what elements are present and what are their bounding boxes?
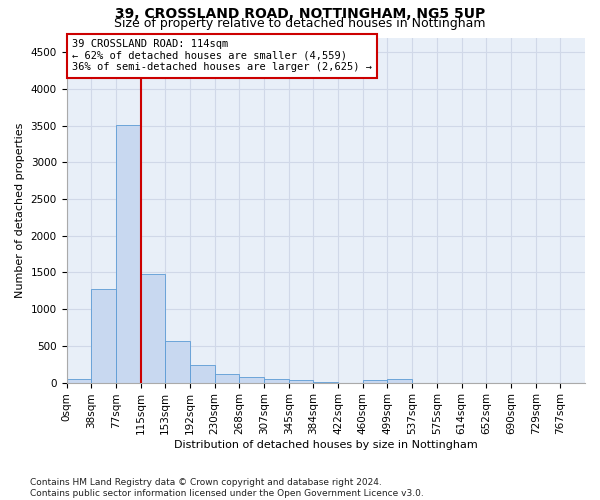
Bar [239, 376, 264, 382]
Text: 39, CROSSLAND ROAD, NOTTINGHAM, NG5 5UP: 39, CROSSLAND ROAD, NOTTINGHAM, NG5 5UP [115, 8, 485, 22]
Bar [264, 378, 289, 382]
Y-axis label: Number of detached properties: Number of detached properties [15, 122, 25, 298]
Bar [190, 365, 215, 382]
Bar [67, 379, 91, 382]
Bar [116, 125, 140, 382]
Bar [363, 380, 388, 382]
Bar [165, 340, 190, 382]
X-axis label: Distribution of detached houses by size in Nottingham: Distribution of detached houses by size … [174, 440, 478, 450]
Bar [140, 274, 165, 382]
Text: Contains HM Land Registry data © Crown copyright and database right 2024.
Contai: Contains HM Land Registry data © Crown c… [30, 478, 424, 498]
Bar [289, 380, 313, 382]
Bar [91, 288, 116, 382]
Text: Size of property relative to detached houses in Nottingham: Size of property relative to detached ho… [114, 16, 486, 30]
Text: 39 CROSSLAND ROAD: 114sqm
← 62% of detached houses are smaller (4,559)
36% of se: 39 CROSSLAND ROAD: 114sqm ← 62% of detac… [72, 39, 372, 72]
Bar [215, 374, 239, 382]
Bar [388, 378, 412, 382]
